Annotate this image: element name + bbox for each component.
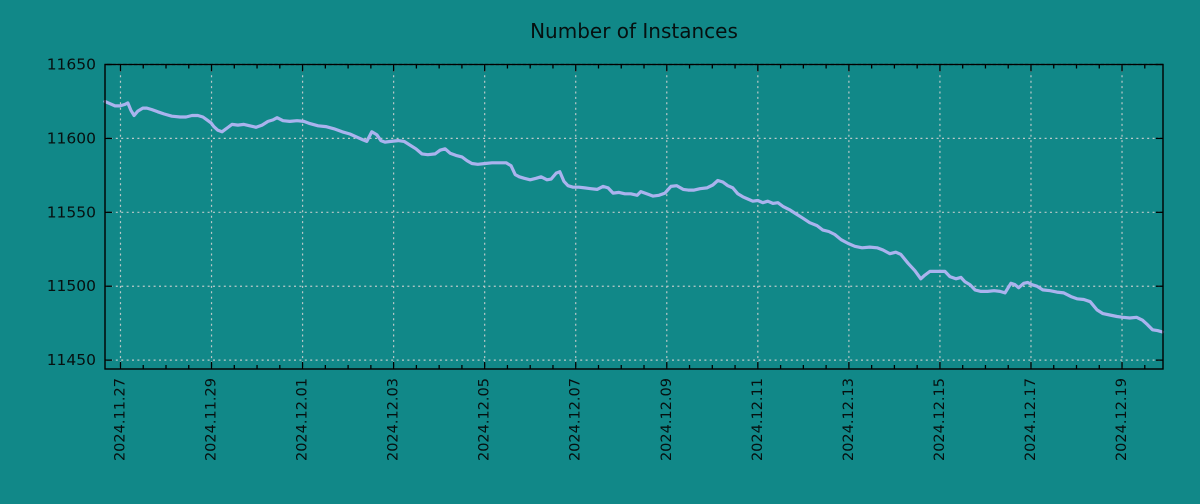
data-line-instances — [103, 99, 1165, 334]
x-axis-tick-label: 2024.11.29 — [204, 378, 220, 461]
x-axis-tick-label: 2024.11.27 — [112, 378, 128, 461]
x-axis-tick-label: 2024.12.15 — [932, 378, 948, 461]
y-axis-tick-label: 11600 — [47, 129, 96, 147]
y-axis-tick-label: 11650 — [47, 56, 96, 74]
x-axis-tick-label: 2024.12.03 — [386, 378, 402, 461]
y-axis-tick-label: 11450 — [47, 351, 96, 369]
x-axis-tick-label: 2024.12.09 — [659, 378, 675, 461]
x-axis-tick-label: 2024.12.19 — [1114, 378, 1130, 461]
x-axis-tick-label: 2024.12.11 — [750, 378, 766, 461]
x-axis-tick-label: 2024.12.17 — [1023, 378, 1039, 461]
x-axis-tick-label: 2024.12.07 — [568, 378, 584, 461]
y-axis-tick-label: 11500 — [47, 277, 96, 295]
x-axis-tick-label: 2024.12.01 — [295, 378, 311, 461]
x-axis-tick-label: 2024.12.13 — [841, 378, 857, 461]
chart-title: Number of Instances — [530, 19, 738, 43]
plot-border — [104, 63, 1164, 370]
y-axis-tick-label: 11550 — [47, 203, 96, 221]
x-axis-tick-label: 2024.12.05 — [477, 378, 493, 461]
